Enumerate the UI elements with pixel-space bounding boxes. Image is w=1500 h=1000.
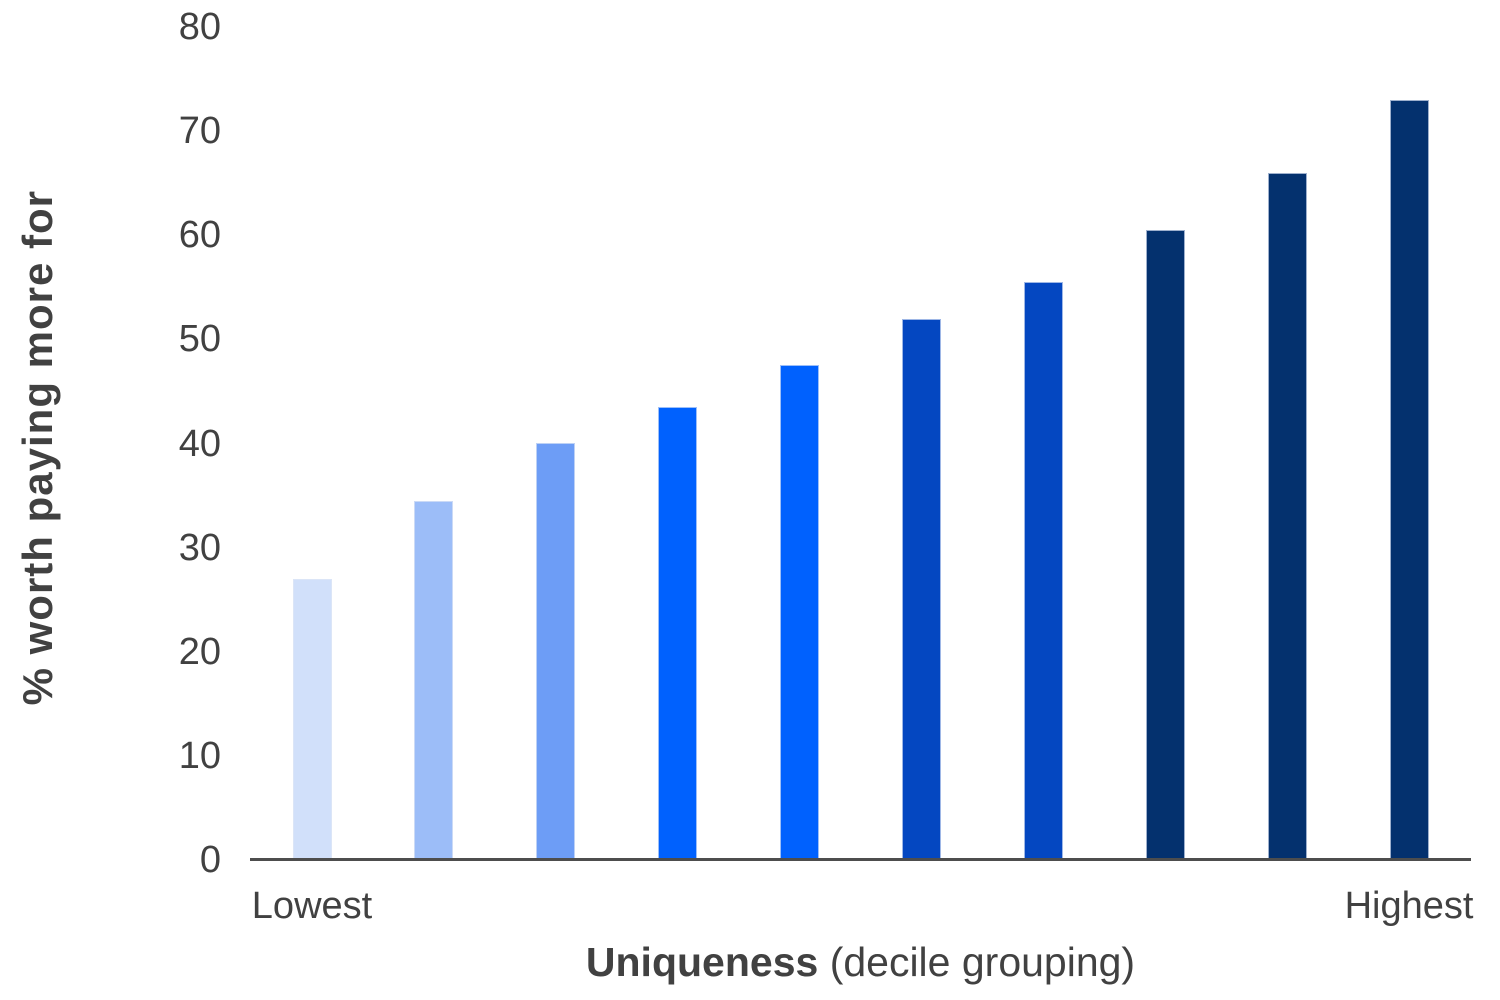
bar-decile-5	[780, 365, 819, 860]
bar-decile-2	[414, 501, 453, 860]
bar-decile-10	[1390, 100, 1429, 860]
bar-decile-7	[1024, 282, 1063, 860]
y-tick-label-0: 0	[199, 839, 221, 881]
y-tick-label-30: 30	[178, 526, 221, 569]
bar-decile-8	[1146, 230, 1185, 860]
y-tick-label-60: 60	[178, 214, 221, 257]
y-tick-label-10: 10	[178, 734, 221, 777]
bar-decile-6	[902, 319, 941, 860]
x-tick-lowest: Lowest	[251, 885, 373, 927]
bar-decile-4	[658, 407, 697, 860]
y-tick-label-80: 80	[178, 6, 221, 48]
bar-decile-9	[1268, 173, 1307, 860]
y-tick-label-20: 20	[178, 630, 221, 673]
y-tick-label-70: 70	[178, 110, 221, 153]
bar-decile-1	[293, 579, 332, 860]
x-axis-line	[250, 858, 1471, 861]
bar-decile-3	[536, 443, 575, 860]
x-axis-title: Uniqueness (decile grouping)	[250, 938, 1471, 986]
x-tick-highest: Highest	[1344, 885, 1474, 927]
x-axis-title-bold: Uniqueness	[585, 939, 819, 985]
x-axis-title-regular: (decile grouping)	[818, 939, 1136, 985]
y-tick-label-40: 40	[178, 422, 221, 465]
y-tick-label-50: 50	[178, 318, 221, 361]
